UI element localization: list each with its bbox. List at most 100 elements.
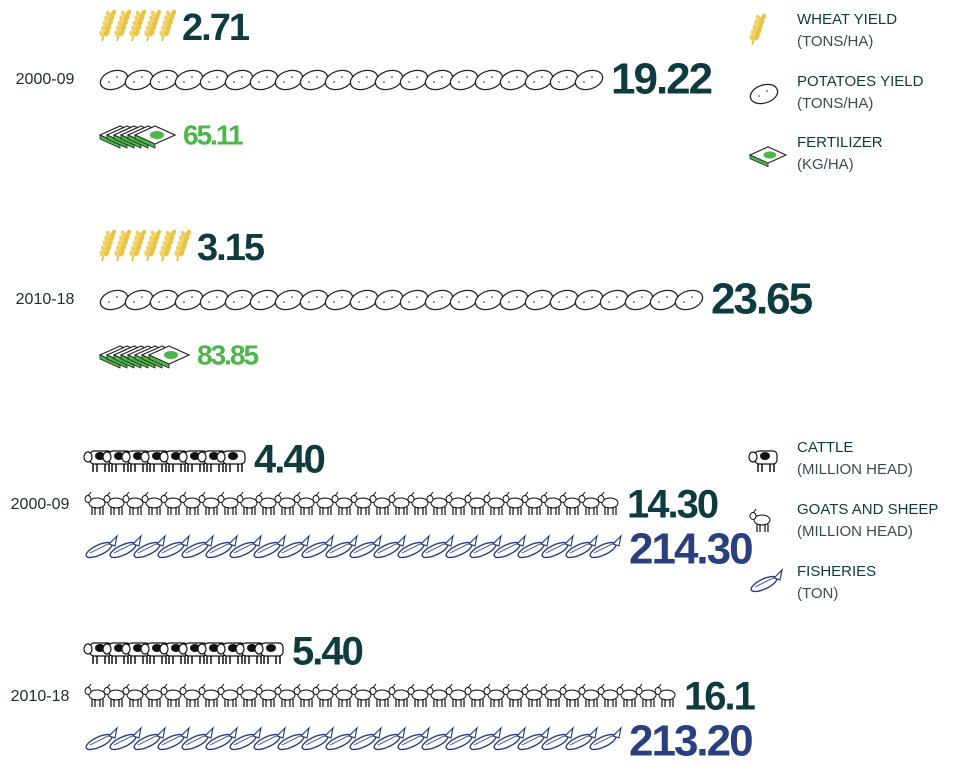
legend-unit: (MILLION HEAD): [797, 523, 913, 540]
goat-horn: [581, 683, 586, 689]
potato-eye: [366, 296, 368, 298]
goat-head: [350, 687, 358, 695]
potato: [149, 69, 179, 91]
potato-eye: [391, 296, 393, 298]
fish-stripe: [377, 543, 397, 554]
goat-head: [407, 495, 415, 503]
goat-horn: [562, 683, 567, 689]
wheat-grain: [150, 230, 157, 238]
potato-eye: [358, 301, 360, 303]
goat-body: [506, 689, 524, 701]
goat-body: [221, 497, 239, 509]
potato: [324, 289, 354, 311]
potato-eye: [108, 81, 110, 83]
goat-head: [236, 495, 244, 503]
goat-head: [578, 495, 586, 503]
fish-stripe: [593, 735, 613, 746]
fish-stripe: [754, 577, 774, 588]
legend-icon: [750, 568, 783, 593]
potato-eye: [291, 296, 293, 298]
goat-head: [255, 495, 263, 503]
goat-head: [426, 495, 434, 503]
potato-eye: [408, 301, 410, 303]
fish-stripe: [209, 735, 229, 746]
potato-eye: [483, 81, 485, 83]
fertilizer-side: [134, 134, 156, 149]
goat-body: [544, 689, 562, 701]
fertilizer-logo: [150, 131, 164, 139]
goat-body: [183, 689, 201, 701]
wheat-grain: [114, 30, 120, 38]
goat-horn: [87, 683, 92, 689]
goat-head: [635, 687, 643, 695]
fish-stripe: [329, 735, 349, 746]
potato-eye: [433, 81, 435, 83]
goat-horn: [619, 683, 624, 689]
potato: [599, 289, 629, 311]
fish-tail: [587, 726, 598, 739]
fish-stripe: [401, 543, 421, 554]
fish-tail: [107, 726, 118, 739]
potato: [449, 69, 479, 91]
goat-body: [753, 514, 771, 526]
goat-body: [278, 497, 296, 509]
goat-body: [620, 689, 638, 701]
goat-head: [445, 495, 453, 503]
goat-horn: [125, 491, 130, 497]
goat-horn: [410, 491, 415, 497]
goat-body: [506, 497, 524, 509]
goat-body: [487, 497, 505, 509]
goat-horn: [467, 491, 472, 497]
cow-head: [216, 451, 226, 463]
goat-body: [582, 497, 600, 509]
fish-stripe: [137, 543, 157, 554]
goat-horn: [315, 683, 320, 689]
goat-head: [141, 495, 149, 503]
wheat-grain: [100, 25, 107, 33]
fish-stripe: [377, 735, 397, 746]
potato: [474, 69, 504, 91]
legend-unit: (TONS/HA): [797, 95, 873, 112]
goat-horn: [239, 683, 244, 689]
wheat-grain: [149, 235, 155, 243]
goat-horn: [505, 683, 510, 689]
category-label: 2010-18: [11, 688, 70, 705]
potato-eye: [116, 76, 118, 78]
wheat-grain: [174, 250, 180, 258]
cow-head: [121, 643, 131, 655]
wheat-grain: [110, 229, 117, 237]
potato-eye: [191, 76, 193, 78]
wheat-grain: [125, 9, 132, 17]
fish-stripe: [449, 543, 469, 554]
potato: [649, 289, 679, 311]
fish-tail: [155, 726, 166, 739]
legend-icon: [749, 13, 767, 46]
fish-tail: [203, 726, 214, 739]
fish-tail: [515, 534, 526, 547]
potato-eye: [441, 76, 443, 78]
goat-head: [464, 687, 472, 695]
wheat-grain: [144, 250, 150, 258]
wheat-grain: [160, 245, 167, 253]
goat-head: [331, 687, 339, 695]
potato: [399, 69, 429, 91]
fish-tail: [347, 534, 358, 547]
potato-eye: [641, 296, 643, 298]
goat-horn: [220, 683, 225, 689]
goat-horn: [562, 491, 567, 497]
wheat-grain: [145, 25, 152, 33]
wheat-grain: [179, 235, 185, 243]
potato-eye: [383, 81, 385, 83]
goat-body: [240, 497, 258, 509]
fish-tail: [131, 534, 142, 547]
wheat-grain: [119, 15, 125, 23]
goat-horn: [144, 683, 149, 689]
cow-head: [254, 643, 264, 655]
goat-horn: [239, 491, 244, 497]
potato: [274, 289, 304, 311]
goat-body: [126, 497, 144, 509]
wheat-grain: [105, 10, 112, 18]
fish-tail: [539, 726, 550, 739]
potato: [449, 289, 479, 311]
wheat-grain: [135, 10, 142, 18]
